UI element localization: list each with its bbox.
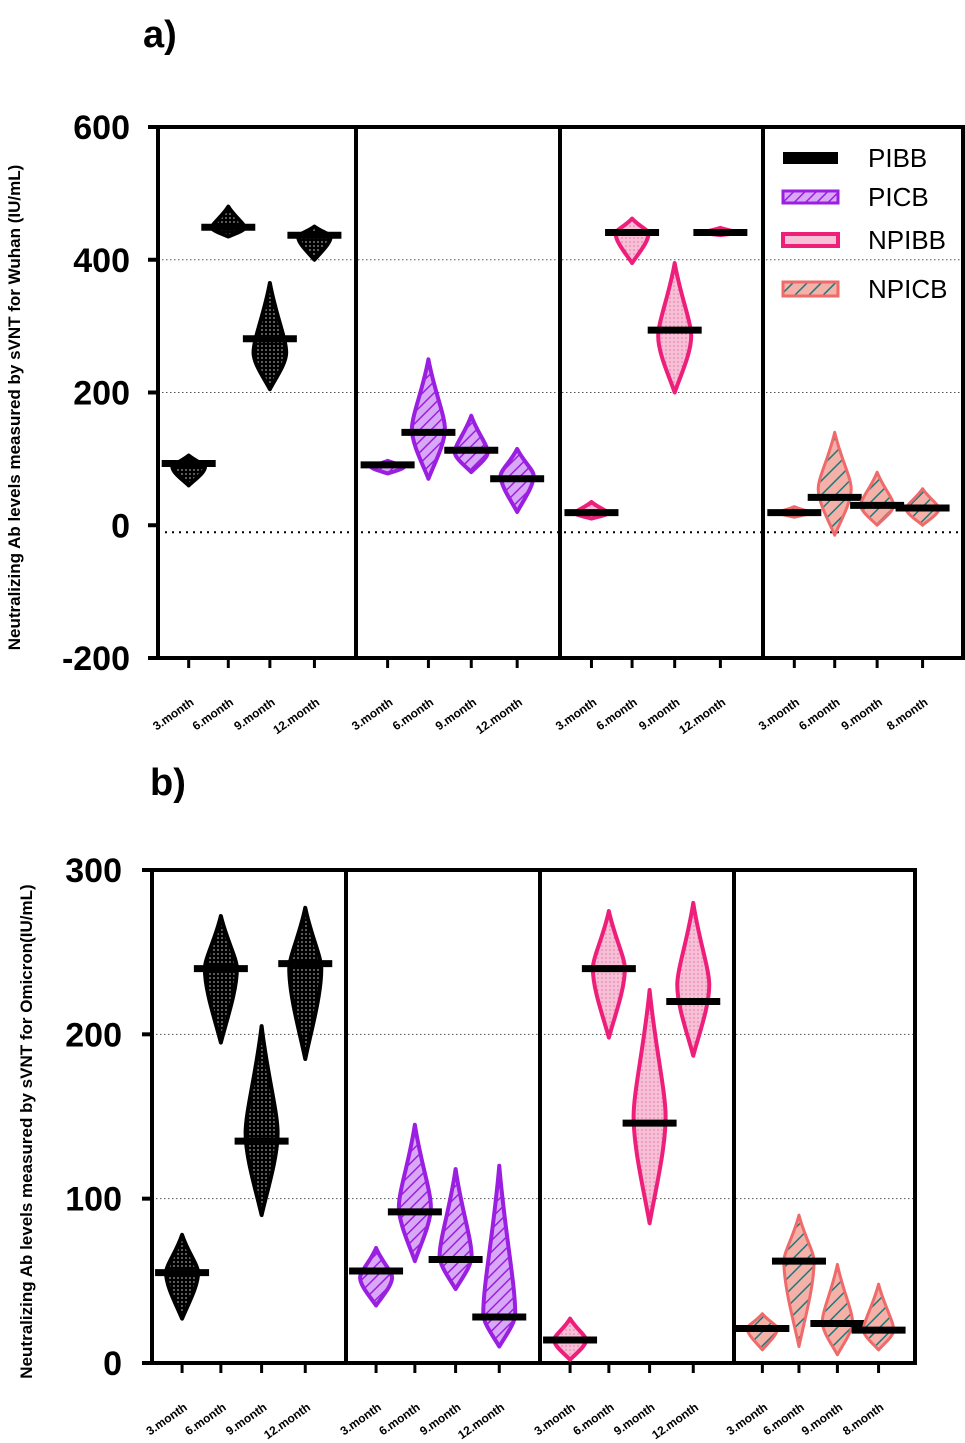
x-tick-label: 6.month [376, 1400, 422, 1438]
violin-pibb-9-month [243, 1024, 280, 1218]
x-tick-label: 8.month [840, 1400, 886, 1438]
y-tick-label: 0 [111, 507, 130, 545]
x-tick-label: 9.month [433, 695, 479, 733]
x-tick-label: 3.month [724, 1400, 770, 1438]
x-tick-label: 12.month [261, 1400, 313, 1442]
violin-picb-9-month [452, 413, 490, 475]
violin-npicb-8-month [861, 1282, 896, 1352]
violin-npicb-9-month [820, 1262, 854, 1357]
x-tick-label: 3.month [349, 695, 395, 733]
x-tick-label: 6.month [570, 1400, 616, 1438]
violin-npicb-9-month [859, 470, 896, 527]
x-tick-label: 3.month [756, 695, 802, 733]
panel-b-chart: 300 200 100 0 Neutralizing Ab levels measure… [17, 852, 917, 1442]
violin-picb-3-month [358, 1245, 395, 1308]
violin-pibb-12-month [296, 224, 333, 262]
x-tick-label: 12.month [649, 1400, 701, 1442]
y-tick-label: 200 [65, 1016, 122, 1054]
legend-label-pibb: PIBB [868, 143, 927, 173]
x-tick-label: 9.month [799, 1400, 845, 1438]
y-tick-label: 200 [73, 375, 130, 413]
y-tick-label: 0 [103, 1345, 122, 1383]
violin-npibb-6-month [613, 216, 651, 266]
x-tick-label: 3.month [338, 1400, 384, 1438]
legend-label-npibb: NPIBB [868, 225, 946, 255]
x-tick-label: 8.month [884, 695, 930, 733]
x-tick-label: 12.month [473, 695, 525, 737]
violin-pibb-3-month [164, 1232, 201, 1321]
x-tick-label: 3.month [144, 1400, 190, 1438]
y-tick-label: -200 [62, 640, 130, 678]
violin-npibb-9-month [631, 987, 668, 1226]
panel-a-label: a) [143, 14, 177, 56]
violin-npicb-6-month [816, 430, 853, 537]
plot-frame [150, 868, 917, 1365]
x-tick-label: 3.month [532, 1400, 578, 1438]
y-tick-label: 600 [73, 109, 130, 147]
violin-pibb-12-month [287, 905, 324, 1061]
violin-npibb-12-month [675, 900, 712, 1058]
x-tick-label: 6.month [190, 695, 236, 733]
x-tick-label: 6.month [182, 1400, 228, 1438]
legend-swatch-npicb [781, 280, 840, 298]
violin-pibb-6-month [209, 204, 247, 239]
panel-b-label: b) [150, 762, 186, 804]
y-tick-label: 300 [65, 852, 122, 890]
legend-label-picb: PICB [868, 182, 929, 212]
x-tick-label: 12.month [455, 1400, 507, 1442]
violin-picb-6-month [409, 357, 447, 481]
violin-picb-12-month [481, 1163, 518, 1349]
x-tick-label: 9.month [636, 695, 682, 733]
legend-swatch-npibb [781, 232, 840, 248]
x-tick-label: 9.month [839, 695, 885, 733]
x-tick-label: 6.month [594, 695, 640, 733]
violin-picb-9-month [437, 1167, 474, 1292]
x-tick-label: 12.month [270, 695, 322, 737]
violin-npicb-6-month [782, 1213, 816, 1349]
y-axis-label: Neutralizing Ab levels measured by sVNT … [17, 884, 36, 1378]
legend-swatch-picb [781, 189, 840, 205]
x-tick-label: 3.month [150, 695, 196, 733]
x-tick-label: 6.month [760, 1400, 806, 1438]
x-tick-label: 3.month [553, 695, 599, 733]
violin-npibb-6-month [590, 909, 627, 1040]
x-tick-label: 6.month [390, 695, 436, 733]
violin-pibb-6-month [202, 914, 239, 1045]
x-tick-label: 6.month [796, 695, 842, 733]
legend-label-npicb: NPICB [868, 274, 947, 304]
y-tick-label: 100 [65, 1181, 122, 1219]
legend: PIBB PICB NPIBB NPICB [781, 143, 947, 304]
x-tick-label: 12.month [676, 695, 728, 737]
y-axis-label: Neutralizing Ab levels measured by sVNT … [5, 165, 24, 651]
y-tick-label: 400 [73, 242, 130, 280]
violin-picb-6-month [396, 1122, 433, 1264]
